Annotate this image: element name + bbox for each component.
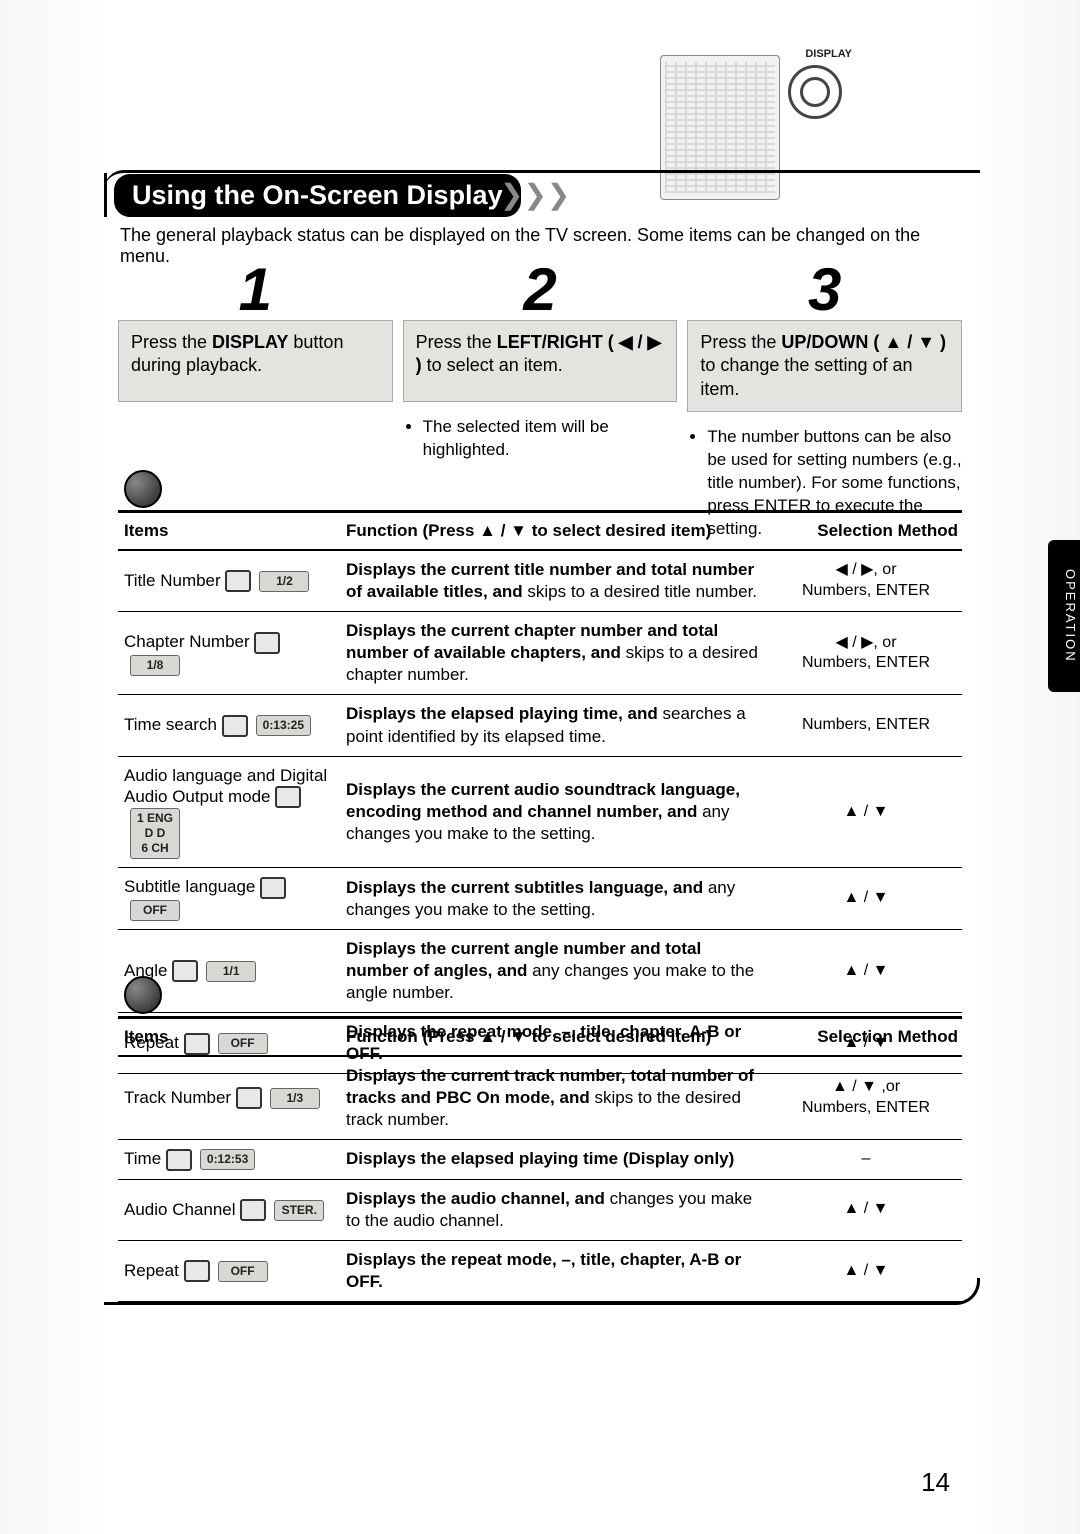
- table-row: Audio language and Digital Audio Output …: [118, 756, 962, 868]
- osd-badge: 1 ENGD D6 CH: [130, 808, 180, 859]
- item-cell: Subtitle language OFF: [118, 868, 340, 930]
- side-tab: OPERATION: [1048, 540, 1080, 692]
- step-instruction: Press the DISPLAY button during playback…: [118, 320, 393, 402]
- osd-icon: [166, 1149, 192, 1171]
- selection-cell: ▲ / ▼: [770, 929, 962, 1012]
- function-cell: Displays the current track number, total…: [340, 1056, 770, 1140]
- step-number: 3: [687, 260, 962, 320]
- selection-cell: ▲ / ▼: [770, 868, 962, 930]
- function-cell: Displays the elapsed playing time, and s…: [340, 695, 770, 756]
- selection-cell: ◀ / ▶, orNumbers, ENTER: [770, 612, 962, 695]
- manual-page: DISPLAY Using the On-Screen Display ❯❯❯ …: [0, 0, 1080, 1534]
- item-cell: Chapter Number 1/8: [118, 612, 340, 695]
- item-name: Track Number: [124, 1088, 231, 1107]
- osd-badge: STER.: [274, 1200, 324, 1221]
- col-selection: Selection Method: [770, 512, 962, 551]
- selection-cell: ▲ / ▼: [770, 1179, 962, 1240]
- osd-badge: 0:13:25: [256, 715, 311, 736]
- selection-cell: ▲ / ▼: [770, 756, 962, 868]
- step-note-list: The selected item will be highlighted.: [403, 412, 678, 462]
- item-name: Audio Channel: [124, 1200, 236, 1219]
- osd-icon: [260, 877, 286, 899]
- item-name: Time: [124, 1149, 161, 1168]
- osd-badge: OFF: [130, 900, 180, 921]
- osd-badge: 1/2: [259, 571, 309, 592]
- display-button-icon: [788, 65, 842, 119]
- osd-badge: 1/1: [206, 961, 256, 982]
- osd-icon: [275, 786, 301, 808]
- item-name: Chapter Number: [124, 632, 250, 651]
- col-function: Function (Press ▲ / ▼ to select desired …: [340, 1018, 770, 1057]
- item-name: Subtitle language: [124, 877, 255, 896]
- table-row: Time search 0:13:25Displays the elapsed …: [118, 695, 962, 756]
- page-number: 14: [921, 1467, 950, 1498]
- dvd-items-table: ItemsFunction (Press ▲ / ▼ to select des…: [118, 510, 962, 1074]
- step-number: 1: [118, 260, 393, 320]
- table-row: Track Number 1/3Displays the current tra…: [118, 1056, 962, 1140]
- item-name: Repeat: [124, 1261, 179, 1280]
- steps-row: 1Press the DISPLAY button during playbac…: [118, 260, 962, 541]
- function-cell: Displays the current angle number and to…: [340, 929, 770, 1012]
- selection-cell: –: [770, 1140, 962, 1180]
- step: 3Press the UP/DOWN ( ▲ / ▼ ) to change t…: [687, 260, 962, 541]
- function-cell: Displays the current audio soundtrack la…: [340, 756, 770, 868]
- item-cell: Audio language and Digital Audio Output …: [118, 756, 340, 868]
- table-row: Subtitle language OFFDisplays the curren…: [118, 868, 962, 930]
- table-row: Title Number 1/2Displays the current tit…: [118, 550, 962, 612]
- item-cell: Track Number 1/3: [118, 1056, 340, 1140]
- function-cell: Displays the current subtitles language,…: [340, 868, 770, 930]
- table-row: Time 0:12:53Displays the elapsed playing…: [118, 1140, 962, 1180]
- osd-icon: [172, 960, 198, 982]
- step-note: The selected item will be highlighted.: [423, 416, 678, 462]
- osd-icon: [240, 1199, 266, 1221]
- step-instruction: Press the UP/DOWN ( ▲ / ▼ ) to change th…: [687, 320, 962, 412]
- col-items: Items: [118, 512, 340, 551]
- item-cell: Time 0:12:53: [118, 1140, 340, 1180]
- osd-badge: 0:12:53: [200, 1149, 255, 1170]
- osd-badge: 1/8: [130, 655, 180, 676]
- item-cell: Time search 0:13:25: [118, 695, 340, 756]
- step: 2Press the LEFT/RIGHT ( ◀ / ▶ ) to selec…: [403, 260, 678, 541]
- item-cell: Title Number 1/2: [118, 550, 340, 612]
- arrow-decoration: ❯❯❯: [500, 178, 570, 211]
- selection-cell: ▲ / ▼ ,orNumbers, ENTER: [770, 1056, 962, 1140]
- osd-icon: [225, 570, 251, 592]
- selection-cell: ◀ / ▶, orNumbers, ENTER: [770, 550, 962, 612]
- step-instruction: Press the LEFT/RIGHT ( ◀ / ▶ ) to select…: [403, 320, 678, 402]
- table-row: Audio Channel STER.Displays the audio ch…: [118, 1179, 962, 1240]
- col-selection: Selection Method: [770, 1018, 962, 1057]
- step-number: 2: [403, 260, 678, 320]
- item-cell: Audio Channel STER.: [118, 1179, 340, 1240]
- col-items: Items: [118, 1018, 340, 1057]
- function-cell: Displays the elapsed playing time (Displ…: [340, 1140, 770, 1180]
- col-function: Function (Press ▲ / ▼ to select desired …: [340, 512, 770, 551]
- vcd-items-table: ItemsFunction (Press ▲ / ▼ to select des…: [118, 1016, 962, 1302]
- item-name: Title Number: [124, 571, 221, 590]
- osd-icon: [222, 715, 248, 737]
- section-title: Using the On-Screen Display: [114, 174, 521, 217]
- table-row: Angle 1/1Displays the current angle numb…: [118, 929, 962, 1012]
- table-row: Chapter Number 1/8Displays the current c…: [118, 612, 962, 695]
- osd-icon: [254, 632, 280, 654]
- osd-icon: [236, 1087, 262, 1109]
- frame-bottom: [104, 1278, 980, 1305]
- function-cell: Displays the current title number and to…: [340, 550, 770, 612]
- osd-badge: 1/3: [270, 1088, 320, 1109]
- function-cell: Displays the audio channel, and changes …: [340, 1179, 770, 1240]
- item-name: Time search: [124, 715, 217, 734]
- display-button-label: DISPLAY: [805, 48, 852, 60]
- selection-cell: Numbers, ENTER: [770, 695, 962, 756]
- function-cell: Displays the current chapter number and …: [340, 612, 770, 695]
